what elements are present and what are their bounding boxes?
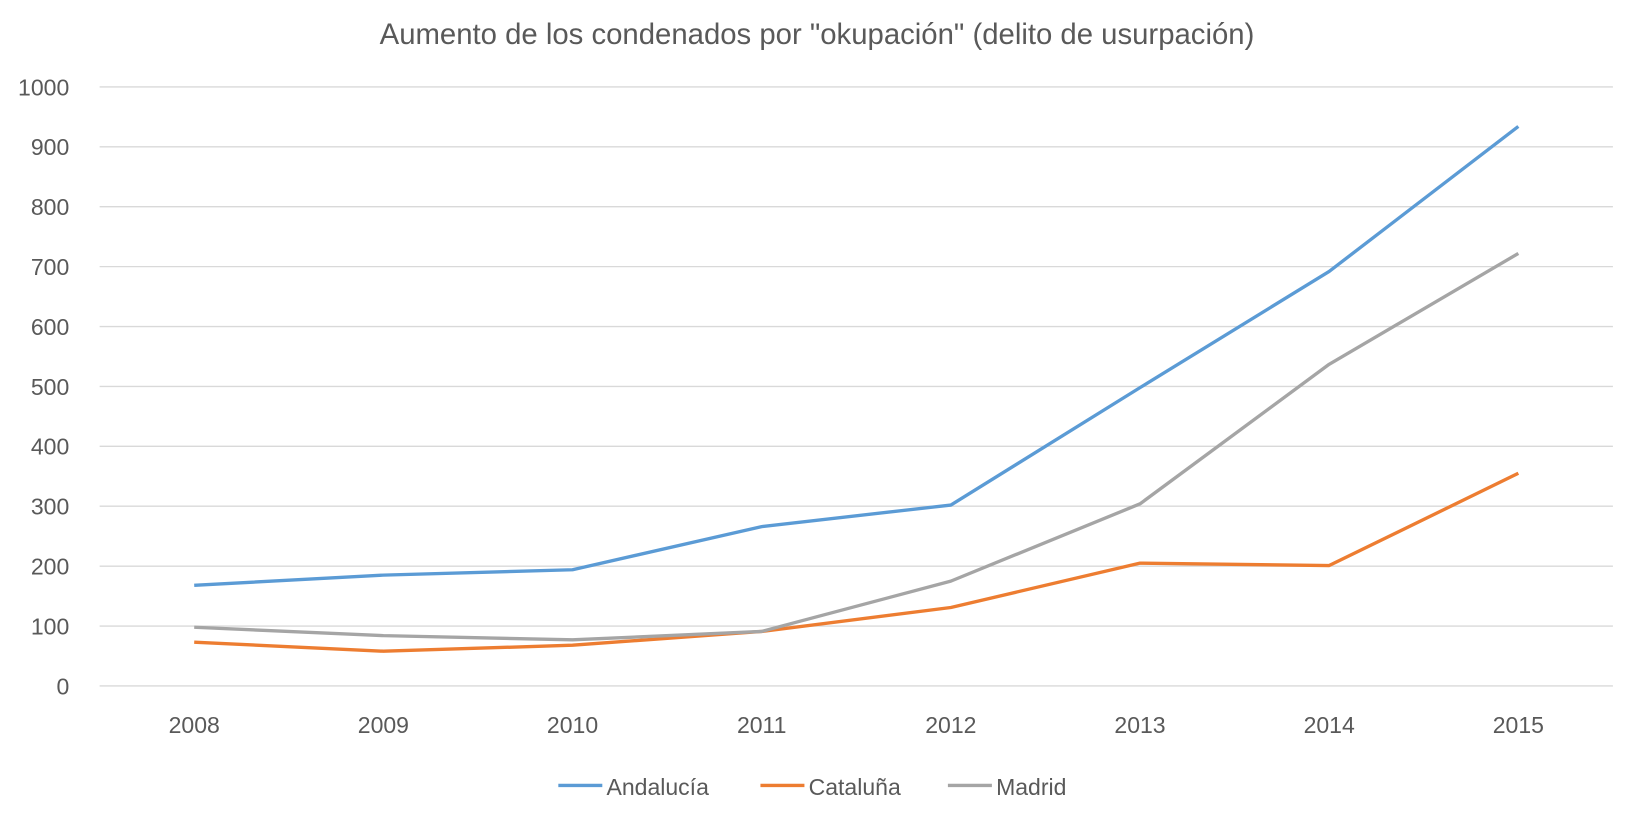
y-tick-label: 600 xyxy=(31,314,69,340)
x-tick-label: 2009 xyxy=(358,712,409,738)
y-tick-label: 300 xyxy=(31,494,69,520)
y-tick-label: 100 xyxy=(31,613,69,639)
y-tick-label: 900 xyxy=(31,134,69,160)
legend-item: Cataluña xyxy=(760,774,901,800)
y-tick-label: 200 xyxy=(31,554,69,580)
legend-label: Cataluña xyxy=(809,774,901,800)
x-tick-label: 2011 xyxy=(737,712,787,738)
y-tick-label: 400 xyxy=(31,434,69,460)
series-lines xyxy=(194,125,1520,653)
x-tick-label: 2008 xyxy=(169,712,220,738)
y-tick-label: 1000 xyxy=(18,74,69,100)
x-tick-label: 2012 xyxy=(925,712,976,738)
y-tick-label: 0 xyxy=(56,673,69,699)
y-axis-ticks: 0 100 200 300 400 500 600 700 800 900 1000 xyxy=(18,74,69,699)
y-tick-label: 700 xyxy=(31,254,69,280)
x-tick-label: 2015 xyxy=(1493,712,1544,738)
chart-title: Aumento de los condenados por "okupación… xyxy=(380,18,1255,51)
x-tick-label: 2013 xyxy=(1114,712,1165,738)
series-line-madrid xyxy=(194,252,1520,642)
x-tick-label: 2010 xyxy=(547,712,598,738)
legend-item: Madrid xyxy=(947,774,1066,800)
x-axis-ticks: 2008 2009 2010 2011 2012 2013 2014 2015 xyxy=(169,712,1544,738)
series-line-cataluña xyxy=(194,471,1520,653)
x-tick-label: 2014 xyxy=(1304,712,1355,738)
legend-item: Andalucía xyxy=(558,774,709,800)
legend-label: Andalucía xyxy=(607,774,710,800)
series-line-andalucía xyxy=(194,125,1520,587)
gridlines xyxy=(99,86,1613,687)
legend-label: Madrid xyxy=(996,774,1066,800)
legend: Andalucía Cataluña Madrid xyxy=(558,774,1066,800)
y-tick-label: 500 xyxy=(31,374,69,400)
y-tick-label: 800 xyxy=(31,194,69,220)
